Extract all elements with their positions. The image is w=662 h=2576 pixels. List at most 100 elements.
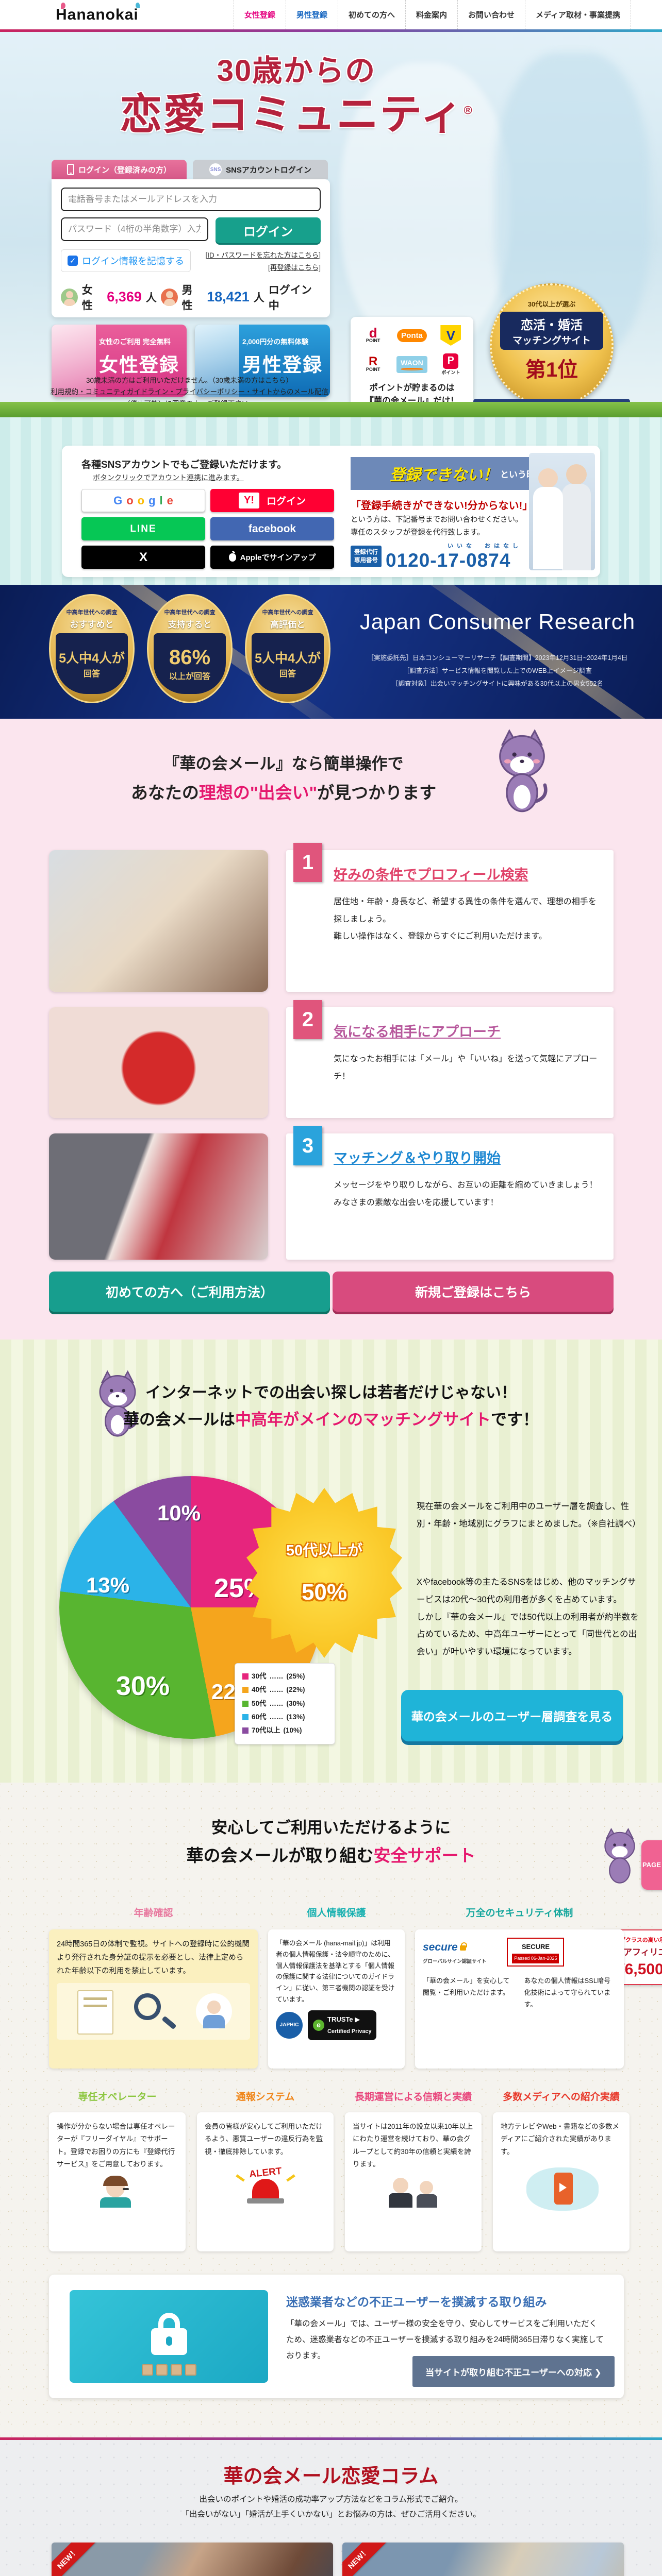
tab-login[interactable]: ログイン（登録済みの方） bbox=[52, 160, 187, 179]
female-register-button[interactable]: 女性のご利用 完全無料 女性登録 bbox=[52, 325, 187, 397]
fraud-prevention-card: 迷惑業者などの不正ユーザーを撲滅する取り組み 「華の会メール」では、ユーザー様の… bbox=[49, 2275, 624, 2398]
demographics-heading: インターネットでの出会い探しは若者だけじゃない！ 華の会メールは中高年がメインの… bbox=[123, 1384, 539, 1429]
article-card[interactable]: NEW！ 2024/12/18 恋愛の定番議題！「デート代は男性が奢るべきか？」… bbox=[342, 2543, 624, 2576]
apple-signup-button[interactable]: Appleでサインアップ bbox=[210, 546, 334, 569]
step2-card: 2 気になる相手にアプローチ 気になったお相手には「メール」や「いいね」を送って… bbox=[286, 1000, 614, 1118]
line-login-button[interactable]: LINE bbox=[81, 517, 205, 540]
safety-section: 安心してご利用いただけるように 華の会メールが取り組む安全サポート PAGE T… bbox=[0, 1783, 662, 2437]
hero-photo-couple bbox=[340, 63, 510, 351]
magnifier-icon bbox=[134, 1993, 161, 2021]
male-avatar bbox=[160, 288, 178, 306]
terms-link[interactable]: 利用規約・コミュニティガイドライン・プライバシーポリシー・サイトからのメール配信 bbox=[51, 388, 328, 396]
fraud-body: 「華の会メール」では、ユーザー様の安全を守り、安心してサービスをご利用いただくた… bbox=[286, 2319, 604, 2360]
rakuten-point-logo: R POINT bbox=[366, 354, 380, 372]
x-login-button[interactable]: X bbox=[81, 546, 205, 569]
points-card: d POINT Ponta V R POINT WAON P ポイント ポイントが貯ま… bbox=[351, 317, 473, 417]
header: Hananokai 女性登録 男性登録 初めての方へ 料金案内 お問い合わせ メ… bbox=[0, 0, 662, 29]
sns-section: 各種SNSアカウントでもご登録いただけます。 ボタンクリックでアカウント連携に進… bbox=[0, 417, 662, 585]
hero: 30歳からの 恋愛コミュニティ® ログイン（登録済みの方） SNS SNSアカウン… bbox=[0, 32, 662, 417]
step3-card: 3 マッチング＆やり取り開始 メッセージをやり取りしながら、お互いの距離を縮めて… bbox=[286, 1126, 614, 1260]
header-gradient-divider bbox=[0, 29, 662, 32]
trust-illustration bbox=[353, 2176, 474, 2208]
ponta-logo: Ponta bbox=[394, 323, 429, 348]
jcr-medal-3: 中高年世代への調査 高評価と 5人中4人が 回答 bbox=[245, 594, 330, 703]
truste-logo: e TRUSTe ▶ Certified Privacy bbox=[308, 2010, 377, 2040]
operator-photo bbox=[529, 453, 595, 570]
phone-icon bbox=[67, 164, 74, 175]
checkbox-checked-icon: ✓ bbox=[68, 256, 78, 266]
sns-subheading: ボタンクリックでアカウント連携に進みます。 bbox=[93, 473, 244, 482]
phone-number[interactable]: 0120-17-0874 bbox=[386, 550, 511, 571]
article-card[interactable]: NEW！ 2024/12/25 なぜ惹かれていたのに冷めてしまうのか？恋愛に潜む… bbox=[52, 2543, 333, 2576]
nav-male-register[interactable]: 男性登録 bbox=[285, 0, 338, 29]
fraud-response-button[interactable]: 当サイトが取り組む不正ユーザーへの対応 ❯ bbox=[412, 2356, 615, 2387]
tab-sns-login[interactable]: SNS SNSアカウントログイン bbox=[193, 160, 328, 179]
jcr-notes: ［実施委託先］日本コンシューマーリサーチ【調査期間】2023年12月31日~20… bbox=[367, 654, 628, 687]
step3-title[interactable]: マッチング＆やり取り開始 bbox=[334, 1150, 501, 1166]
lock-image bbox=[70, 2290, 268, 2383]
forgot-password-link[interactable]: [ID・パスワードを忘れた方はこちら] bbox=[205, 251, 321, 259]
login-form: ログイン ✓ ログイン情報を記憶する [ID・パスワードを忘れた方はこちら] [… bbox=[52, 179, 330, 317]
yahoo-login-button[interactable]: Y! ログイン bbox=[210, 489, 334, 512]
safety-heading: 安心してご利用いただけるように 華の会メールが取り組む安全サポート bbox=[186, 1819, 476, 1865]
facebook-login-button[interactable]: facebook bbox=[210, 517, 334, 540]
nav-first-time[interactable]: 初めての方へ bbox=[338, 0, 405, 29]
column-gradient-divider bbox=[0, 2437, 662, 2440]
new-register-button[interactable]: 新規ご登録はこちら bbox=[333, 1272, 614, 1312]
page-top-button[interactable]: PAGE TOP bbox=[641, 1840, 662, 1890]
male-photo bbox=[195, 325, 239, 397]
card-title-history: 長期運営による信頼と実績 bbox=[354, 2092, 472, 2103]
logo-dot-icon bbox=[135, 3, 140, 8]
cat-mascot-icon bbox=[499, 729, 548, 812]
step3-number: 3 bbox=[293, 1126, 322, 1165]
logo-petal-icon bbox=[61, 3, 65, 9]
fraud-title: 迷惑業者などの不正ユーザーを撲滅する取り組み bbox=[286, 2295, 547, 2309]
password-input[interactable] bbox=[61, 217, 208, 241]
history-card: 当サイトは2011年の設立以来10年以上にわたり運営を続けており、華の会グループ… bbox=[345, 2112, 482, 2251]
legend-swatch bbox=[242, 1714, 249, 1721]
header-nav: 女性登録 男性登録 初めての方へ 料金案内 お問い合わせ メディア取材・事業提携 bbox=[233, 0, 631, 29]
apple-icon bbox=[228, 550, 236, 562]
sns-icon: SNS bbox=[209, 163, 222, 176]
waon-logo: WAON bbox=[394, 352, 429, 377]
alert-illustration: ALERT bbox=[205, 2163, 326, 2211]
online-stats: 女性 6,369 人 男性 18,421 人 ログイン中 bbox=[61, 282, 321, 313]
legend-swatch bbox=[242, 1700, 249, 1707]
step1-title[interactable]: 好みの条件でプロフィール検索 bbox=[334, 867, 528, 883]
ssl-secure-logo: SECURE Passed 06-Jan-2025 bbox=[507, 1938, 565, 1967]
user-survey-button[interactable]: 華の会メールのユーザー層調査を見る bbox=[401, 1690, 623, 1741]
login-button[interactable]: ログイン bbox=[216, 217, 321, 243]
nav-media[interactable]: メディア取材・事業提携 bbox=[525, 0, 631, 29]
dpoint-logo: d POINT bbox=[366, 325, 380, 344]
id-input[interactable] bbox=[61, 188, 321, 211]
yahoo-icon: Y! bbox=[238, 493, 259, 509]
site-logo[interactable]: Hananokai bbox=[56, 3, 140, 24]
step2-title[interactable]: 気になる相手にアプローチ bbox=[334, 1024, 501, 1040]
steps-heading: 『華の会メール』なら簡単操作で あなたの理想の"出会い"が見つかります bbox=[130, 755, 437, 802]
security-card: secure グローバルサイン認証サイト SECURE Passed 06-Jan-… bbox=[415, 1929, 624, 2069]
grass-decoration bbox=[0, 402, 662, 417]
step2-photo bbox=[49, 1007, 268, 1118]
male-register-button[interactable]: 2,000円分の無料体験 男性登録 bbox=[195, 325, 330, 397]
demographics-paragraph-1: 現在華の会メールをご利用中のユーザー層を調査し、性別・年齢・地域別にグラフにまと… bbox=[417, 1502, 641, 1529]
card-title-media: 多数メディアへの紹介実績 bbox=[503, 2092, 620, 2103]
re-register-link[interactable]: [再登録はこちら] bbox=[268, 264, 321, 272]
ranking-medal: 30代以上が選ぶ 恋活・婚活 マッチングサイト 第1位 bbox=[490, 283, 614, 407]
first-time-button[interactable]: 初めての方へ（ご利用方法） bbox=[49, 1272, 330, 1312]
legend-swatch bbox=[242, 1673, 249, 1680]
nav-pricing[interactable]: 料金案内 bbox=[405, 0, 457, 29]
vpoint-logo: V bbox=[434, 323, 468, 348]
nav-contact[interactable]: お問い合わせ bbox=[457, 0, 525, 29]
cat-mascot-icon bbox=[99, 1370, 138, 1437]
remember-checkbox[interactable]: ✓ ログイン情報を記憶する bbox=[61, 249, 191, 272]
japhic-logo: JAPHIC bbox=[276, 2011, 303, 2039]
operator-card: 操作が分からない場合は専任オペレーターが『フリーダイヤル』でサポート。登録でお困… bbox=[49, 2112, 186, 2251]
trouble-text: 「登録手続きができない!分からない!」 bbox=[351, 500, 533, 512]
cat-mascot-icon bbox=[604, 1828, 635, 1884]
privacy-card: 「華の会メール (hana-mail.jp)」は利用者の個人情報保護・法令順守の… bbox=[268, 1929, 405, 2069]
step2-number: 2 bbox=[293, 1000, 322, 1039]
nav-female-register[interactable]: 女性登録 bbox=[233, 0, 286, 29]
steps-section: 『華の会メール』なら簡単操作で あなたの理想の"出会い"が見つかります 1 好み… bbox=[0, 719, 662, 1340]
